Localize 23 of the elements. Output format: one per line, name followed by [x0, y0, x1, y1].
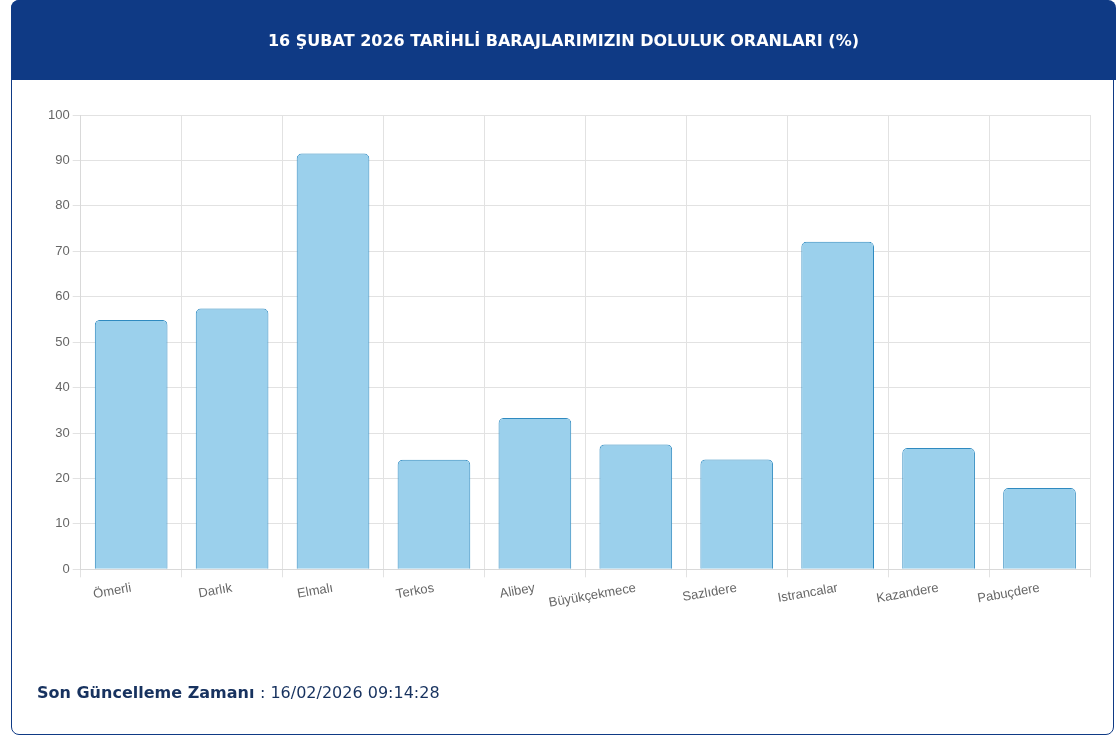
y-tick-label: 30	[55, 424, 70, 440]
x-tick-label: Istrancalar	[776, 579, 840, 606]
x-tick-label: Pabuçdere	[976, 579, 1041, 606]
y-tick-label: 40	[55, 379, 70, 395]
text: Son Güncelleme Zamanı : 16/02/2026 09:14:28	[37, 683, 440, 702]
x-tick-label: Sazlıdere	[681, 579, 738, 605]
y-tick-label: 90	[55, 152, 70, 168]
y-tick-label: 80	[55, 197, 70, 213]
x-tick-label: Büyükçekmece	[547, 579, 637, 610]
y-tick-label: 10	[55, 515, 70, 531]
y-tick-label: 70	[55, 242, 70, 258]
x-tick-label: Elmalı	[295, 579, 335, 601]
x-tick-label: Terkos	[394, 579, 436, 602]
x-tick-label: Ömerli	[91, 579, 133, 602]
chart-title: 16 ŞUBAT 2026 TARİHLİ BARAJLARIMIZIN DOLULUK ORANLARI (%)	[267, 30, 860, 50]
x-tick-label: Darlık	[197, 579, 234, 601]
y-tick-label: 60	[55, 288, 70, 304]
y-tick-label: 0	[62, 560, 70, 576]
y-tick-label: 20	[55, 470, 70, 486]
x-tick-label: Kazandere	[875, 579, 940, 606]
y-tick-label: 50	[55, 333, 70, 349]
y-tick-label: 100	[47, 106, 70, 122]
x-tick-label: Alibey	[498, 579, 537, 601]
